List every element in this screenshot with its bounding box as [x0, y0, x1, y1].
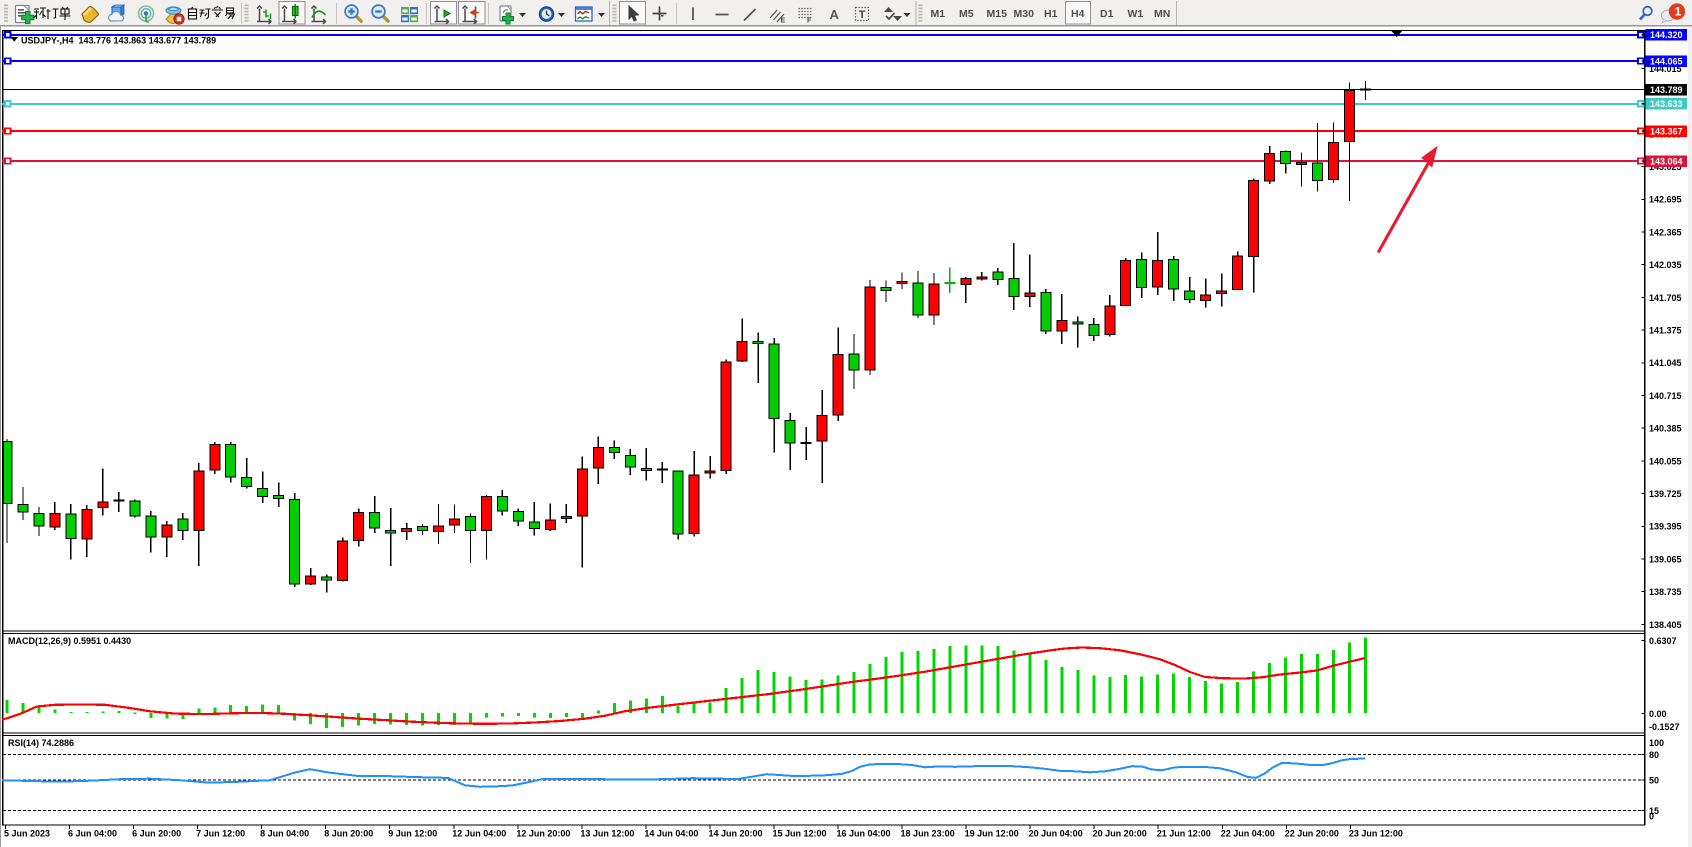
svg-text:H4: H4: [1071, 8, 1085, 20]
svg-text:MACD(12,26,9) 0.5951 0.4430: MACD(12,26,9) 0.5951 0.4430: [8, 636, 131, 646]
svg-text:14 Jun 20:00: 14 Jun 20:00: [708, 829, 762, 839]
svg-text:M1: M1: [931, 8, 946, 20]
svg-text:M30: M30: [1014, 8, 1035, 20]
svg-text:144.015: 144.015: [1649, 64, 1682, 74]
svg-text:D1: D1: [1100, 8, 1114, 20]
svg-text:19 Jun 12:00: 19 Jun 12:00: [965, 829, 1019, 839]
svg-text:13 Jun 12:00: 13 Jun 12:00: [580, 829, 634, 839]
svg-text:100: 100: [1649, 738, 1664, 748]
svg-text:143.367: 143.367: [1650, 126, 1683, 136]
svg-text:A: A: [830, 7, 840, 22]
svg-text:M15: M15: [987, 8, 1008, 20]
svg-text:16 Jun 04:00: 16 Jun 04:00: [837, 829, 891, 839]
svg-text:8 Jun 04:00: 8 Jun 04:00: [260, 829, 309, 839]
svg-text:T: T: [859, 9, 866, 21]
svg-text:-0.1527: -0.1527: [1649, 722, 1680, 732]
svg-text:0.00: 0.00: [1649, 709, 1667, 719]
svg-text:M5: M5: [959, 8, 974, 20]
svg-text:138.735: 138.735: [1649, 587, 1682, 597]
svg-text:20 Jun 20:00: 20 Jun 20:00: [1093, 829, 1147, 839]
svg-text:22 Jun 20:00: 22 Jun 20:00: [1285, 829, 1339, 839]
svg-text:142.365: 142.365: [1649, 227, 1682, 237]
svg-text:E: E: [781, 18, 786, 25]
svg-text:21 Jun 12:00: 21 Jun 12:00: [1157, 829, 1211, 839]
svg-text:0.6307: 0.6307: [1649, 636, 1677, 646]
svg-text:14 Jun 04:00: 14 Jun 04:00: [644, 829, 698, 839]
svg-text:143.025: 143.025: [1649, 162, 1682, 172]
svg-text:F: F: [807, 18, 812, 25]
svg-text:141.375: 141.375: [1649, 325, 1682, 335]
svg-text:MN: MN: [1154, 8, 1170, 20]
svg-text:143.633: 143.633: [1650, 99, 1683, 109]
svg-text:1: 1: [1675, 5, 1682, 19]
svg-text:22 Jun 04:00: 22 Jun 04:00: [1221, 829, 1275, 839]
svg-text:139.395: 139.395: [1649, 522, 1682, 532]
svg-text:12 Jun 04:00: 12 Jun 04:00: [452, 829, 506, 839]
svg-text:15: 15: [1649, 806, 1659, 816]
svg-text:140.715: 140.715: [1649, 391, 1682, 401]
svg-text:80: 80: [1649, 750, 1659, 760]
svg-text:139.725: 139.725: [1649, 489, 1682, 499]
svg-text:140.385: 140.385: [1649, 424, 1682, 434]
svg-text:5 Jun 2023: 5 Jun 2023: [4, 829, 50, 839]
svg-text:50: 50: [1649, 776, 1659, 786]
svg-text:W1: W1: [1128, 8, 1144, 20]
svg-text:18 Jun 23:00: 18 Jun 23:00: [901, 829, 955, 839]
svg-text:142.695: 142.695: [1649, 195, 1682, 205]
svg-text:H1: H1: [1044, 8, 1058, 20]
svg-text:6 Jun 04:00: 6 Jun 04:00: [68, 829, 117, 839]
svg-text:143.789: 143.789: [1650, 85, 1683, 95]
svg-text:0: 0: [1649, 811, 1654, 821]
svg-text:6 Jun 20:00: 6 Jun 20:00: [132, 829, 181, 839]
svg-text:15 Jun 12:00: 15 Jun 12:00: [772, 829, 826, 839]
svg-text:20 Jun 04:00: 20 Jun 04:00: [1029, 829, 1083, 839]
svg-text:8 Jun 20:00: 8 Jun 20:00: [324, 829, 373, 839]
svg-text:RSI(14) 74.2886: RSI(14) 74.2886: [8, 738, 74, 748]
svg-text:12 Jun 20:00: 12 Jun 20:00: [516, 829, 570, 839]
svg-text:140.055: 140.055: [1649, 456, 1682, 466]
svg-text:141.705: 141.705: [1649, 293, 1682, 303]
svg-text:7 Jun 12:00: 7 Jun 12:00: [196, 829, 245, 839]
svg-text:144.320: 144.320: [1650, 30, 1683, 40]
svg-text:143.064: 143.064: [1650, 156, 1683, 166]
svg-text:138.405: 138.405: [1649, 620, 1682, 630]
svg-text:139.065: 139.065: [1649, 554, 1682, 564]
svg-text:144.065: 144.065: [1650, 56, 1683, 66]
svg-text:141.045: 141.045: [1649, 358, 1682, 368]
svg-text:USDJPY-,H4 143.776 143.863 14: USDJPY-,H4 143.776 143.863 143.677 143.7…: [21, 36, 216, 46]
svg-text:9 Jun 12:00: 9 Jun 12:00: [388, 829, 437, 839]
svg-text:23 Jun 12:00: 23 Jun 12:00: [1349, 829, 1403, 839]
svg-text:142.035: 142.035: [1649, 260, 1682, 270]
